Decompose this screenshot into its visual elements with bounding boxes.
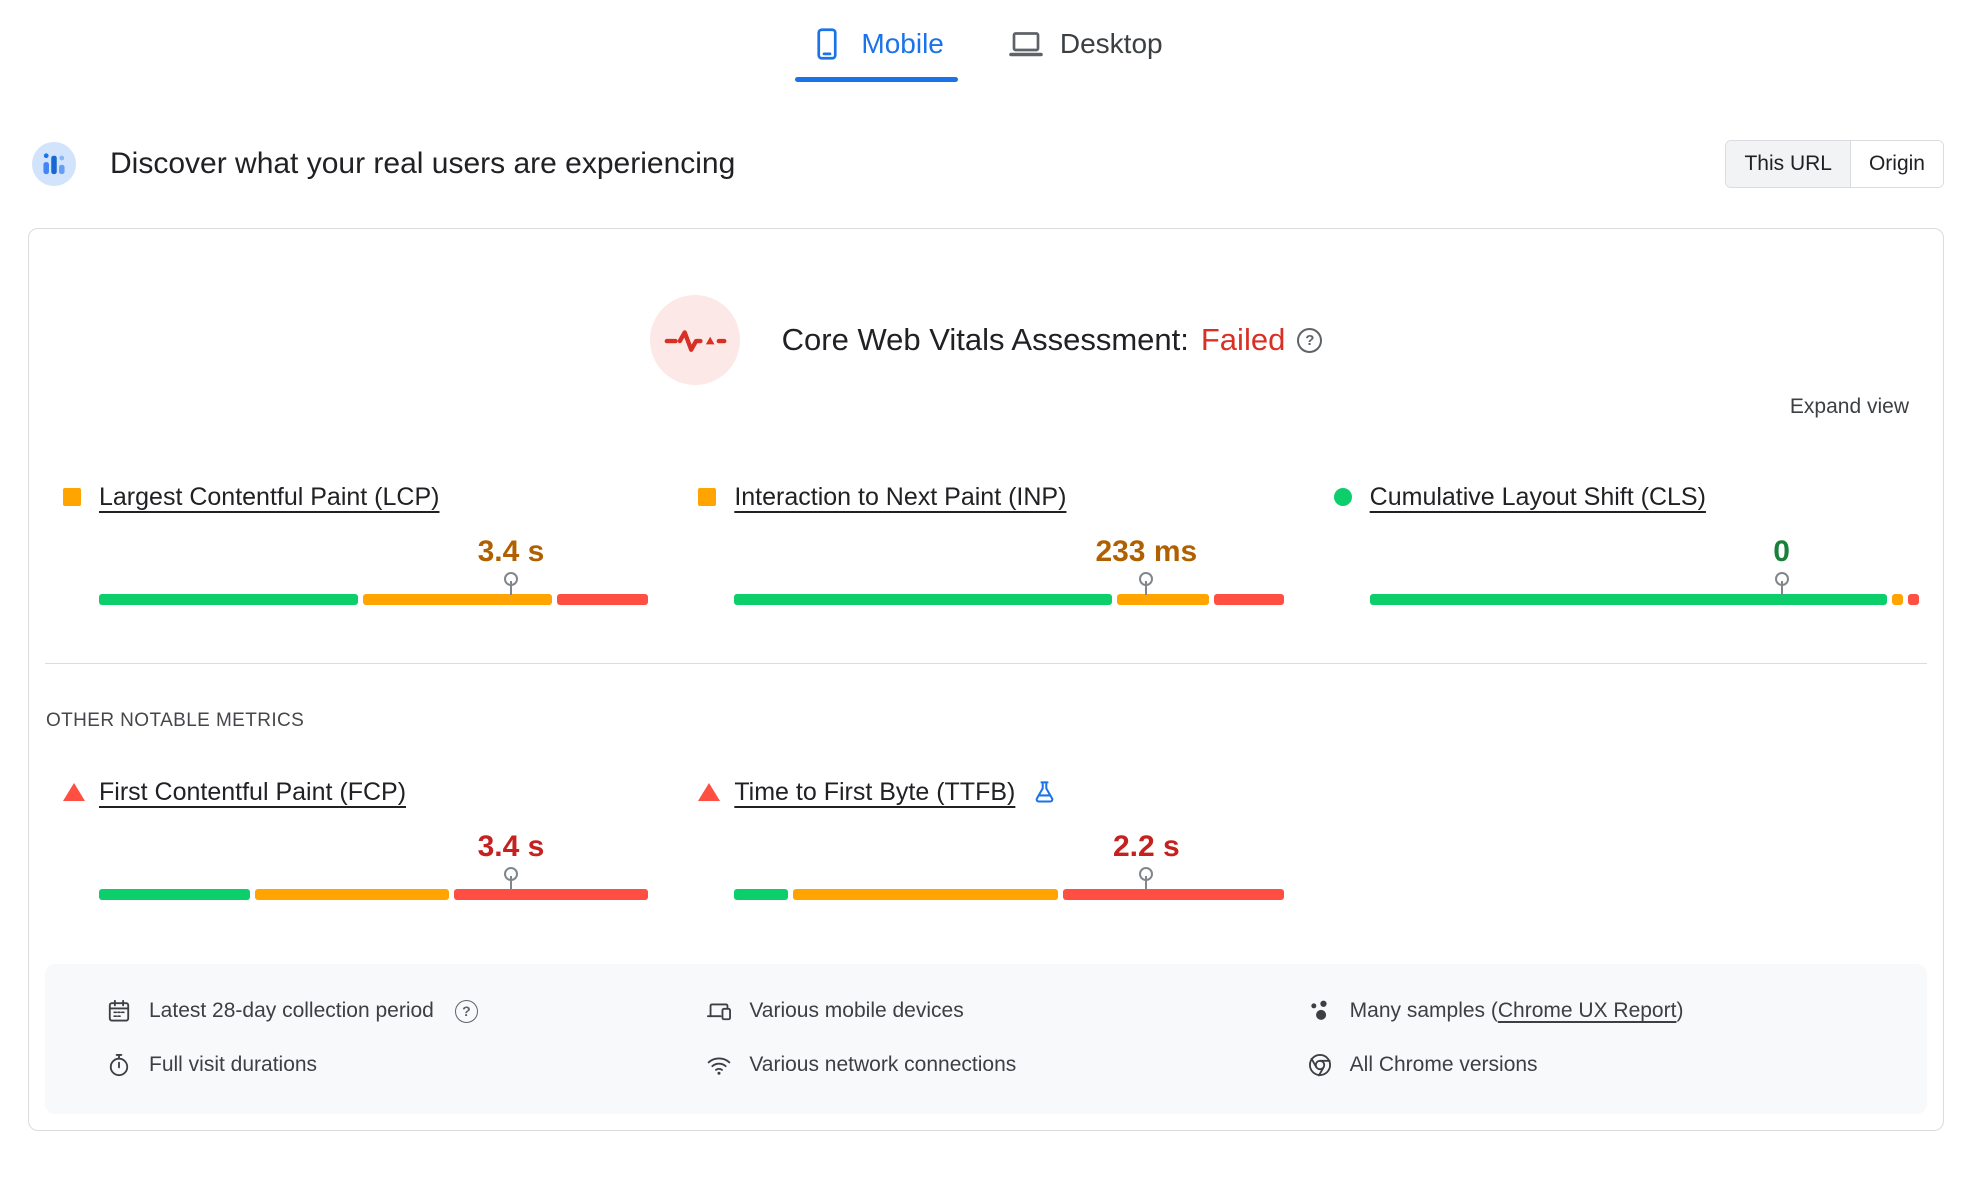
fcp-distribution-chart: 3.4 s [99,808,649,900]
collection-period-item: Latest 28-day collection period ? [106,998,706,1024]
metric-value: 2.2 s [1112,830,1180,863]
chrome-icon [1308,1054,1331,1077]
samples-item: Many samples (Chrome UX Report) [1307,998,1907,1024]
distribution-segment-good [734,889,789,900]
distribution-bar [734,594,1284,605]
collection-period-label: Latest 28-day collection period [149,999,434,1022]
visit-durations-item: Full visit durations [106,1052,706,1078]
p75-marker [1776,572,1788,595]
desktop-monitor-icon [1008,26,1044,62]
metric-cls: Cumulative Layout Shift (CLS) 0 [1333,481,1919,605]
stopwatch-icon [109,1054,129,1077]
tab-desktop-label: Desktop [1059,28,1163,59]
distribution-bar [99,594,649,605]
core-metrics-row: Largest Contentful Paint (LCP) 3.4 s Int… [29,481,1943,605]
metric-value: 3.4 s [477,830,545,863]
devices-label: Various mobile devices [749,999,964,1022]
tab-desktop[interactable]: Desktop [1008,26,1163,82]
expand-view-button[interactable]: Expand view [1789,395,1909,418]
this-url-button[interactable]: This URL [1726,141,1850,187]
help-icon[interactable]: ? [454,999,478,1023]
ttfb-metric-link[interactable]: Time to First Byte (TTFB) [734,777,1016,806]
lcp-rating-bullet-icon [63,488,81,506]
p75-marker [505,867,517,890]
other-metrics-heading: OTHER NOTABLE METRICS [46,710,305,731]
distribution-segment-ni [1892,594,1904,605]
devices-icon [707,1003,732,1021]
inp-distribution-chart: 233 ms [734,513,1284,605]
assessment-label: Core Web Vitals Assessment: [781,322,1189,357]
distribution-segment-good [99,889,251,900]
distribution-segment-ni [1116,594,1209,605]
network-icon [708,1057,731,1075]
metric-lcp: Largest Contentful Paint (LCP) 3.4 s [63,481,649,605]
distribution-segment-poor [1908,594,1919,605]
p75-marker [505,572,517,595]
inp-metric-link[interactable]: Interaction to Next Paint (INP) [734,482,1067,511]
core-web-vitals-card: Core Web Vitals Assessment: Failed ? Exp… [28,228,1944,1131]
cls-distribution-chart: 0 [1369,513,1919,605]
chrome-versions-label: All Chrome versions [1349,1053,1538,1076]
distribution-segment-poor [454,889,649,900]
field-data-header: Discover what your real users are experi… [28,140,1944,188]
real-users-chart-icon [32,142,76,186]
assessment-status: Failed [1200,322,1286,357]
strategy-tabs: Mobile Desktop [28,26,1944,82]
lcp-metric-link[interactable]: Largest Contentful Paint (LCP) [99,482,440,511]
heartbeat-badge-icon [649,295,740,385]
chrome-ux-report-link[interactable]: Chrome UX Report [1497,999,1677,1022]
tab-mobile-label: Mobile [861,28,944,59]
calendar-icon [108,999,130,1022]
distribution-bar [1369,594,1919,605]
help-icon[interactable]: ? [1297,327,1323,353]
distribution-segment-ni [793,889,1058,900]
section-divider [45,663,1927,664]
chrome-versions-item: All Chrome versions [1307,1052,1907,1078]
distribution-bar [99,889,649,900]
devices-item: Various mobile devices [706,998,1306,1024]
mobile-phone-icon [809,26,845,62]
distribution-segment-poor [1213,594,1284,605]
ttfb-rating-bullet-icon [698,783,721,801]
scope-toggle: This URL Origin [1725,140,1944,188]
visit-durations-label: Full visit durations [149,1053,318,1076]
experimental-flask-icon[interactable] [1031,779,1058,806]
collection-details-bar: Latest 28-day collection period ? Full v… [45,964,1927,1114]
distribution-segment-good [734,594,1112,605]
distribution-segment-good [1369,594,1888,605]
distribution-segment-poor [1062,889,1284,900]
origin-button[interactable]: Origin [1849,141,1943,187]
cwv-assessment: Core Web Vitals Assessment: Failed ? [29,295,1943,385]
metric-value: 0 [1773,535,1790,568]
metric-inp: Interaction to Next Paint (INP) 233 ms [698,481,1284,605]
network-label: Various network connections [749,1053,1017,1076]
distribution-segment-poor [556,594,649,605]
metric-fcp: First Contentful Paint (FCP) 3.4 s [63,776,649,900]
tab-mobile[interactable]: Mobile [795,26,959,82]
other-metrics-row: First Contentful Paint (FCP) 3.4 s Time … [29,776,1943,900]
cls-rating-bullet-icon [1333,488,1352,506]
distribution-segment-ni [362,594,552,605]
metric-ttfb: Time to First Byte (TTFB) 2.2 s [698,776,1284,900]
cls-metric-link[interactable]: Cumulative Layout Shift (CLS) [1369,482,1706,511]
metric-value: 233 ms [1095,535,1198,568]
fcp-rating-bullet-icon [63,783,85,801]
samples-icon [1310,1000,1327,1020]
inp-rating-bullet-icon [698,488,717,506]
fcp-metric-link[interactable]: First Contentful Paint (FCP) [99,777,407,806]
p75-marker [1140,867,1152,890]
lcp-distribution-chart: 3.4 s [99,513,649,605]
distribution-bar [734,889,1284,900]
ttfb-distribution-chart: 2.2 s [734,808,1284,900]
network-item: Various network connections [706,1052,1306,1078]
distribution-segment-ni [255,889,450,900]
metric-value: 3.4 s [477,535,545,568]
page-title: Discover what your real users are experi… [110,147,736,180]
distribution-segment-good [99,594,358,605]
p75-marker [1140,572,1152,595]
samples-label: Many samples (Chrome UX Report) [1349,999,1684,1022]
